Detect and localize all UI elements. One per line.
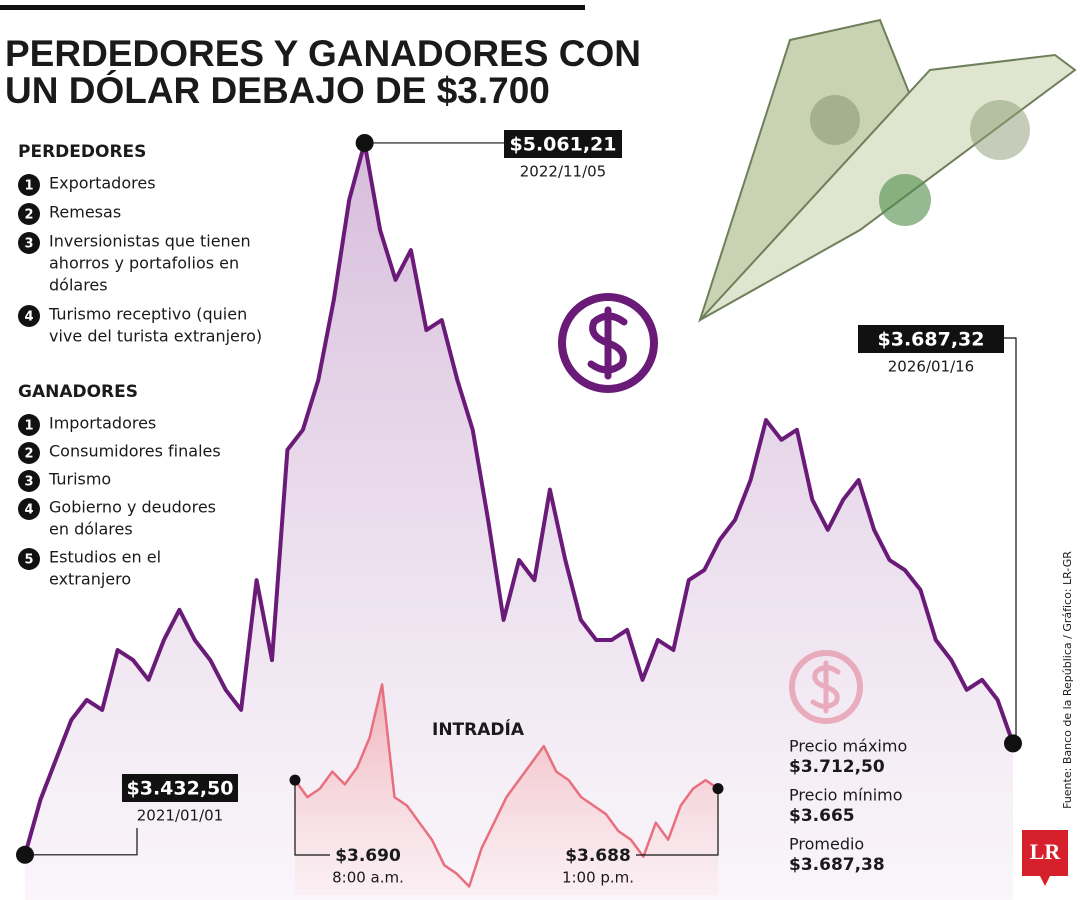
number-badge <box>18 203 40 225</box>
stat-label: Promedio <box>789 835 864 854</box>
list-heading: PERDEDORES <box>18 142 146 162</box>
line <box>293 683 719 888</box>
point <box>16 845 34 864</box>
stat-value: $3.687,38 <box>789 855 885 875</box>
number: 4 <box>24 310 33 325</box>
title-line: PERDEDORES Y GANADORES CON <box>5 33 641 74</box>
line <box>23 141 1015 856</box>
point <box>1004 734 1022 753</box>
logo: LR <box>1022 830 1068 886</box>
number-badge <box>18 174 40 196</box>
list-item: Estudios en el <box>49 548 161 567</box>
banknote-art <box>698 18 1077 323</box>
connector <box>1003 337 1017 745</box>
list-item: Turismo receptivo (quien <box>48 305 247 324</box>
top-rule <box>0 5 585 10</box>
number: 1 <box>24 179 33 194</box>
list-item: Inversionistas que tienen <box>49 232 251 251</box>
list-item: Importadores <box>49 414 156 433</box>
label-box <box>122 774 238 802</box>
connector <box>636 788 719 856</box>
logo-text: LR <box>1030 839 1062 864</box>
number: 2 <box>24 208 33 223</box>
source: Fuente: Banco de la República / Gráfico:… <box>1061 551 1074 809</box>
value-label: $3.688 <box>565 846 631 866</box>
number-badge <box>18 305 40 327</box>
number-badge <box>18 414 40 436</box>
list-heading: GANADORES <box>18 382 138 402</box>
number-badge <box>18 442 40 464</box>
number-badge <box>18 470 40 492</box>
point <box>289 774 301 786</box>
list-item: en dólares <box>49 520 133 539</box>
list-item: ahorros y portafolios en <box>49 254 239 273</box>
point <box>355 133 374 152</box>
list-item: extranjero <box>49 570 131 589</box>
time-label: 8:00 a.m. <box>332 869 404 887</box>
value-label: $3.690 <box>335 846 401 866</box>
label-box <box>504 130 622 158</box>
list-item: Exportadores <box>49 174 156 193</box>
number: 4 <box>24 503 33 518</box>
area <box>25 143 1013 900</box>
time-label: 1:00 p.m. <box>562 869 634 887</box>
number: 5 <box>24 553 33 568</box>
number: 2 <box>24 447 33 462</box>
number-badge <box>18 498 40 520</box>
title-line: UN DÓLAR DEBAJO DE $3.700 <box>5 69 550 111</box>
list-item: Remesas <box>49 203 121 222</box>
connector <box>294 780 330 856</box>
number: 3 <box>24 475 33 490</box>
label-box <box>858 325 1004 353</box>
number: 1 <box>24 419 33 434</box>
list-item: vive del turista extranjero) <box>49 327 262 346</box>
number-badge <box>18 232 40 254</box>
list-item: Turismo <box>48 470 111 489</box>
list-item: Gobierno y deudores <box>49 498 216 517</box>
intraday-title: INTRADÍA <box>432 718 525 740</box>
stat-value: $3.712,50 <box>789 757 885 777</box>
date-label: 2021/01/01 <box>137 807 223 825</box>
point <box>712 783 724 795</box>
stat-value: $3.665 <box>789 806 855 826</box>
value-label: $5.061,21 <box>510 134 617 156</box>
number: 3 <box>24 237 33 252</box>
area <box>295 684 718 895</box>
list-item: dólares <box>49 276 108 295</box>
date-label: 2022/11/05 <box>520 163 606 181</box>
stat-label: Precio máximo <box>789 737 907 756</box>
stat-label: Precio mínimo <box>789 786 903 805</box>
value-label: $3.432,50 <box>127 778 234 800</box>
value-label: $3.687,32 <box>878 329 985 351</box>
dollar-icon-large <box>558 293 658 393</box>
connector <box>25 828 138 856</box>
list-item: Consumidores finales <box>49 442 221 461</box>
number-badge <box>18 548 40 570</box>
date-label: 2026/01/16 <box>888 358 974 376</box>
